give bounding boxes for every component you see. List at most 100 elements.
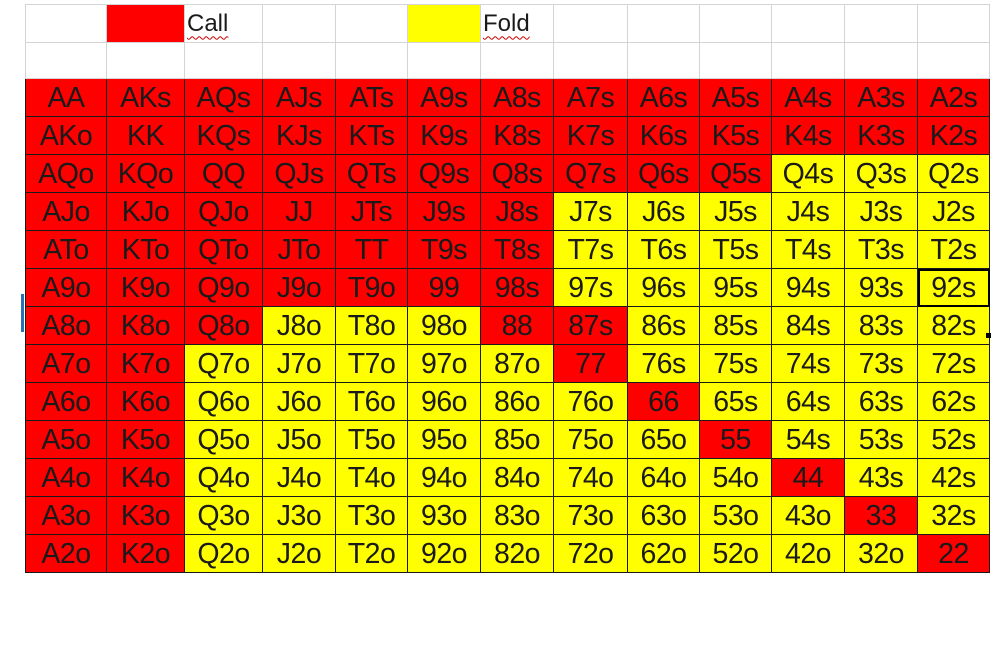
hand-cell[interactable]: 86o [480,382,554,421]
hand-cell[interactable]: 92s [917,268,990,307]
hand-cell[interactable]: AJo [25,192,107,231]
hand-cell[interactable]: Q5o [184,420,263,459]
hand-cell[interactable]: 93o [407,496,481,535]
hand-cell[interactable]: Q9s [407,154,481,193]
hand-cell[interactable]: K7s [553,116,628,155]
spreadsheet-cell[interactable] [184,42,263,79]
hand-cell[interactable]: 62o [627,534,700,573]
hand-cell[interactable]: Q7s [553,154,628,193]
hand-cell[interactable]: 63s [844,382,918,421]
hand-cell[interactable]: 95s [699,268,772,307]
hand-cell[interactable]: Q4o [184,458,263,497]
hand-cell[interactable]: 97s [553,268,628,307]
hand-cell[interactable]: K2s [917,116,990,155]
hand-cell[interactable]: TT [335,230,408,269]
legend-call-swatch[interactable] [106,4,185,43]
hand-cell[interactable]: 62s [917,382,990,421]
hand-cell[interactable]: 52s [917,420,990,459]
hand-cell[interactable]: J6o [262,382,336,421]
hand-cell[interactable]: JTo [262,230,336,269]
hand-cell[interactable]: QTo [184,230,263,269]
hand-cell[interactable]: T9o [335,268,408,307]
spreadsheet-cell[interactable] [553,4,628,43]
spreadsheet-cell[interactable] [335,4,408,43]
hand-cell[interactable]: QJo [184,192,263,231]
hand-cell[interactable]: T2o [335,534,408,573]
hand-cell[interactable]: KQo [106,154,185,193]
hand-cell[interactable]: 98s [480,268,554,307]
legend-fold-label[interactable]: Fold [480,4,554,43]
hand-cell[interactable]: 96o [407,382,481,421]
hand-cell[interactable]: ATo [25,230,107,269]
hand-cell[interactable]: K3o [106,496,185,535]
hand-cell[interactable]: KJs [262,116,336,155]
hand-cell[interactable]: 53s [844,420,918,459]
hand-cell[interactable]: A9s [407,78,481,117]
spreadsheet-cell[interactable] [627,4,700,43]
hand-cell[interactable]: 82s [917,306,990,345]
spreadsheet-cell[interactable] [699,4,772,43]
hand-cell[interactable]: AJs [262,78,336,117]
spreadsheet-cell[interactable] [917,4,990,43]
hand-cell[interactable]: 54o [699,458,772,497]
hand-cell[interactable]: AA [25,78,107,117]
spreadsheet-cell[interactable] [699,42,772,79]
hand-cell[interactable]: 64o [627,458,700,497]
spreadsheet-cell[interactable] [771,42,845,79]
hand-cell[interactable]: 65o [627,420,700,459]
hand-cell[interactable]: J5s [699,192,772,231]
hand-cell[interactable]: T9s [407,230,481,269]
hand-cell[interactable]: Q8s [480,154,554,193]
hand-cell[interactable]: K5s [699,116,772,155]
spreadsheet-cell[interactable] [844,42,918,79]
hand-cell[interactable]: QTs [335,154,408,193]
hand-cell[interactable]: J4o [262,458,336,497]
hand-cell[interactable]: JTs [335,192,408,231]
hand-cell[interactable]: 63o [627,496,700,535]
hand-cell[interactable]: 55 [699,420,772,459]
legend-fold-swatch[interactable] [407,4,481,43]
spreadsheet-cell[interactable] [407,42,481,79]
hand-cell[interactable]: T3o [335,496,408,535]
hand-cell[interactable]: Q9o [184,268,263,307]
hand-cell[interactable]: QJs [262,154,336,193]
hand-cell[interactable]: K7o [106,344,185,383]
hand-cell[interactable]: J9o [262,268,336,307]
hand-cell[interactable]: 87s [553,306,628,345]
hand-cell[interactable]: Q3s [844,154,918,193]
hand-cell[interactable]: 92o [407,534,481,573]
hand-cell[interactable]: 93s [844,268,918,307]
hand-cell[interactable]: KQs [184,116,263,155]
hand-cell[interactable]: QQ [184,154,263,193]
hand-cell[interactable]: KK [106,116,185,155]
hand-cell[interactable]: 66 [627,382,700,421]
hand-cell[interactable]: J7s [553,192,628,231]
hand-cell[interactable]: KTs [335,116,408,155]
hand-cell[interactable]: 85o [480,420,554,459]
hand-cell[interactable]: 88 [480,306,554,345]
hand-cell[interactable]: T2s [917,230,990,269]
hand-cell[interactable]: J3o [262,496,336,535]
hand-cell[interactable]: T5s [699,230,772,269]
spreadsheet-cell[interactable] [553,42,628,79]
hand-cell[interactable]: Q6s [627,154,700,193]
hand-cell[interactable]: K6o [106,382,185,421]
hand-cell[interactable]: 42o [771,534,845,573]
hand-cell[interactable]: J8o [262,306,336,345]
hand-cell[interactable]: 96s [627,268,700,307]
hand-cell[interactable]: 97o [407,344,481,383]
hand-cell[interactable]: Q8o [184,306,263,345]
hand-cell[interactable]: A2o [25,534,107,573]
hand-cell[interactable]: A3o [25,496,107,535]
hand-cell[interactable]: 83o [480,496,554,535]
hand-cell[interactable]: J2o [262,534,336,573]
hand-cell[interactable]: ATs [335,78,408,117]
hand-cell[interactable]: 94o [407,458,481,497]
spreadsheet-cell[interactable] [480,42,554,79]
hand-cell[interactable]: K6s [627,116,700,155]
spreadsheet-cell[interactable] [25,4,107,43]
hand-cell[interactable]: A7o [25,344,107,383]
hand-cell[interactable]: 53o [699,496,772,535]
hand-cell[interactable]: 95o [407,420,481,459]
hand-cell[interactable]: K8s [480,116,554,155]
